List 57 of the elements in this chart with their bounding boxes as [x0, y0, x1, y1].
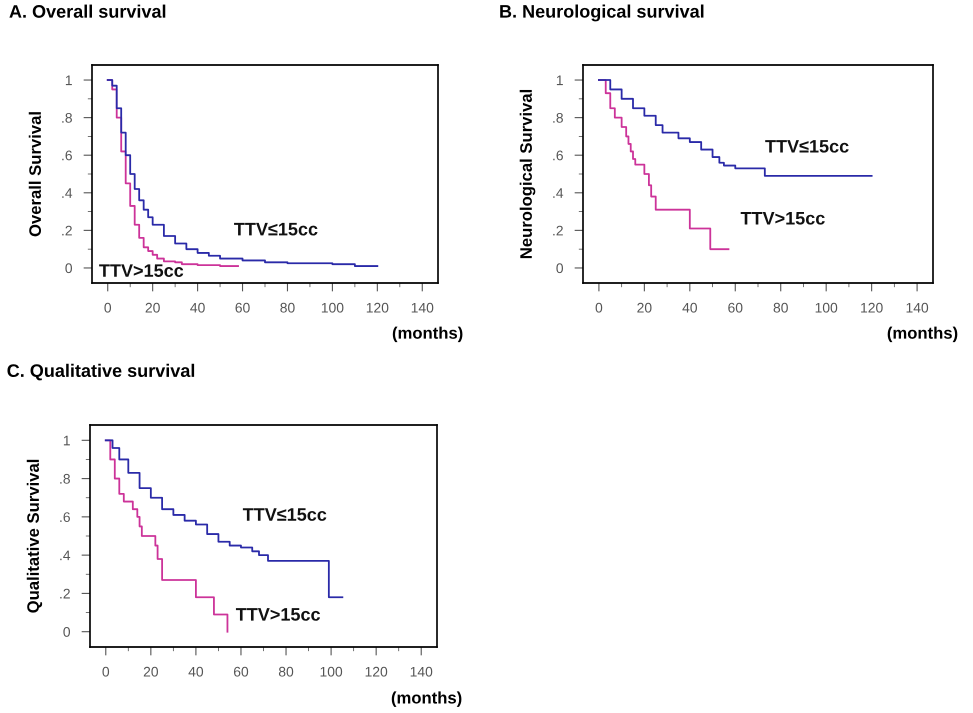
x-tick-label: 0 — [102, 666, 110, 677]
x-tick-label: 20 — [637, 302, 652, 313]
x-tick-label: 60 — [236, 302, 250, 313]
y-axis-title: Overall Survival — [28, 112, 42, 236]
x-tick-label: 120 — [366, 666, 388, 677]
y-tick-label: .8 — [62, 112, 72, 123]
x-tick-label: 40 — [188, 666, 204, 677]
x-axis-title: (months) — [888, 326, 958, 342]
y-tick-label: 0 — [63, 627, 70, 637]
x-tick-label: 40 — [682, 302, 697, 313]
x-tick-label: 100 — [322, 302, 344, 313]
x-tick-label: 100 — [816, 302, 838, 313]
x-tick-label: 140 — [410, 666, 432, 677]
chart-title: A. Overall survival — [9, 4, 166, 18]
series-label: TTV≤15cc — [242, 508, 326, 521]
y-tick-label: 1 — [556, 76, 563, 86]
chart-title: B. Neurological survival — [500, 4, 704, 22]
x-tick-label: 40 — [190, 302, 205, 313]
y-tick-label: .8 — [553, 112, 563, 123]
series-label: TTV>15cc — [740, 212, 825, 225]
y-tick-label: .2 — [60, 588, 70, 598]
y-tick-label: 0 — [65, 263, 72, 274]
x-tick-label: 140 — [906, 302, 928, 313]
x-tick-label: 60 — [728, 302, 742, 313]
y-tick-label: 1 — [64, 436, 70, 446]
x-tick-label: 80 — [280, 302, 295, 313]
x-tick-label: 140 — [412, 302, 434, 313]
x-axis-title: (months) — [392, 326, 462, 342]
x-tick-label: 80 — [278, 666, 294, 677]
y-tick-label: .6 — [62, 150, 72, 160]
x-tick-label: 0 — [104, 302, 112, 313]
y-tick-label: .2 — [62, 226, 72, 236]
y-tick-label: .4 — [60, 550, 70, 560]
series-label: TTV>15cc — [236, 608, 320, 621]
y-tick-label: .4 — [62, 188, 72, 198]
series-label: TTV≤15cc — [765, 140, 849, 153]
y-tick-label: .4 — [553, 188, 564, 198]
y-axis-title: Neurological Survival — [520, 90, 536, 258]
y-tick-label: .2 — [553, 226, 563, 236]
chart-title: C. Qualitative survival — [7, 364, 194, 380]
x-tick-label: 120 — [861, 302, 883, 313]
y-tick-label: 0 — [556, 263, 564, 274]
y-tick-label: .8 — [60, 474, 70, 484]
x-tick-label: 120 — [366, 302, 388, 313]
y-tick-label: 1 — [66, 76, 72, 86]
y-tick-label: .6 — [60, 512, 70, 522]
series-label: TTV≤15cc — [234, 222, 318, 236]
x-tick-label: 0 — [596, 302, 602, 313]
x-axis-title: (months) — [392, 691, 462, 707]
x-tick-label: 80 — [774, 302, 788, 313]
x-tick-label: 60 — [234, 666, 248, 677]
x-tick-label: 100 — [320, 666, 342, 677]
series-label: TTV>15cc — [99, 264, 184, 277]
x-tick-label: 20 — [146, 302, 160, 313]
x-tick-label: 20 — [144, 666, 158, 677]
y-axis-title: Qualitative Survival — [26, 460, 42, 613]
y-tick-label: .6 — [553, 150, 563, 160]
